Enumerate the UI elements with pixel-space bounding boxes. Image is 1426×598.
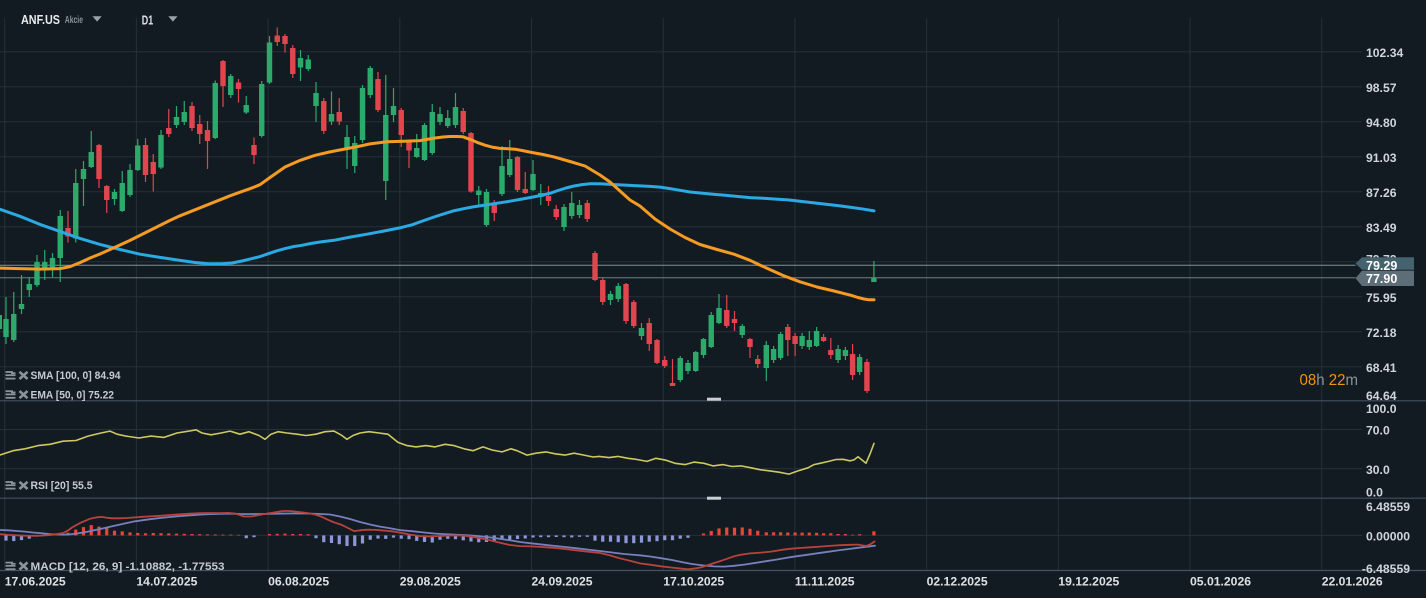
- svg-text:0.0: 0.0: [1366, 486, 1383, 500]
- svg-text:79.29: 79.29: [1366, 259, 1397, 273]
- svg-text:94.80: 94.80: [1366, 116, 1397, 130]
- svg-text:83.49: 83.49: [1366, 221, 1397, 235]
- svg-text:64.64: 64.64: [1366, 389, 1397, 403]
- svg-text:06.08.2025: 06.08.2025: [268, 575, 329, 589]
- svg-text:ANF.US: ANF.US: [21, 12, 60, 27]
- svg-text:70.0: 70.0: [1366, 424, 1390, 438]
- svg-text:19.12.2025: 19.12.2025: [1058, 575, 1119, 589]
- svg-text:02.12.2025: 02.12.2025: [927, 575, 988, 589]
- svg-text:68.41: 68.41: [1366, 361, 1397, 375]
- svg-text:24.09.2025: 24.09.2025: [532, 575, 593, 589]
- svg-text:11.11.2025: 11.11.2025: [795, 575, 855, 589]
- svg-text:91.03: 91.03: [1366, 151, 1397, 165]
- svg-text:MACD [12, 26, 9] -1.10882, -1.: MACD [12, 26, 9] -1.10882, -1.77553: [31, 561, 225, 573]
- svg-text:72.18: 72.18: [1366, 326, 1397, 340]
- svg-text:08h 22m: 08h 22m: [1300, 372, 1359, 389]
- svg-text:75.95: 75.95: [1366, 291, 1397, 305]
- svg-text:87.26: 87.26: [1366, 186, 1397, 200]
- svg-text:102.34: 102.34: [1366, 46, 1403, 60]
- svg-text:EMA [50, 0] 75.22: EMA [50, 0] 75.22: [31, 389, 115, 401]
- svg-text:0.00000: 0.00000: [1366, 530, 1410, 544]
- svg-text:17.10.2025: 17.10.2025: [663, 575, 724, 589]
- svg-text:77.90: 77.90: [1366, 272, 1397, 286]
- svg-text:Akcie: Akcie: [65, 15, 83, 26]
- svg-text:05.01.2026: 05.01.2026: [1190, 575, 1251, 589]
- svg-text:D1: D1: [142, 13, 153, 28]
- svg-text:14.07.2025: 14.07.2025: [136, 575, 197, 589]
- svg-text:100.0: 100.0: [1366, 402, 1397, 416]
- svg-text:30.0: 30.0: [1366, 463, 1390, 477]
- svg-text:17.06.2025: 17.06.2025: [5, 575, 66, 589]
- svg-text:SMA [100, 0] 84.94: SMA [100, 0] 84.94: [31, 370, 121, 382]
- svg-text:6.48559: 6.48559: [1366, 500, 1410, 514]
- svg-text:29.08.2025: 29.08.2025: [400, 575, 461, 589]
- svg-text:-6.48559: -6.48559: [1362, 562, 1410, 576]
- svg-text:98.57: 98.57: [1366, 81, 1397, 95]
- svg-text:22.01.2026: 22.01.2026: [1322, 575, 1383, 589]
- svg-text:RSI [20] 55.5: RSI [20] 55.5: [31, 480, 93, 492]
